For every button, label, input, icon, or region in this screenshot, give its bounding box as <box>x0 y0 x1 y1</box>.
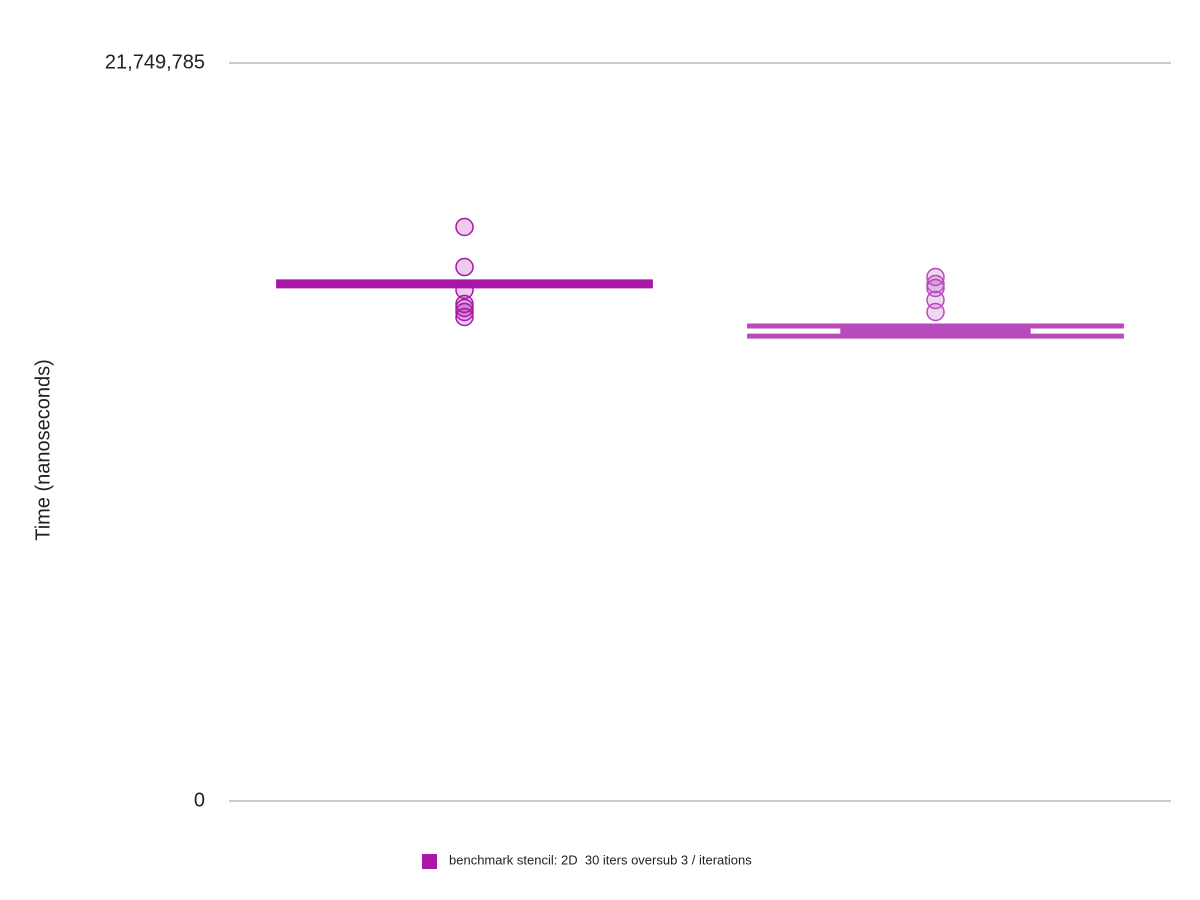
y-axis-label: Time (nanoseconds) <box>32 359 54 541</box>
y-tick-label: 21,749,785 <box>105 51 205 73</box>
outlier <box>926 274 945 294</box>
y-tick-label: 0 <box>194 789 205 811</box>
outlier <box>455 257 474 277</box>
outlier <box>455 217 474 237</box>
outlier <box>455 307 474 327</box>
outlier <box>926 302 945 322</box>
legend-swatch <box>422 854 437 869</box>
outlier <box>455 280 474 300</box>
outlier <box>455 302 474 322</box>
legend-label: benchmark stencil: 2D 30 iters oversub 3… <box>449 852 752 867</box>
